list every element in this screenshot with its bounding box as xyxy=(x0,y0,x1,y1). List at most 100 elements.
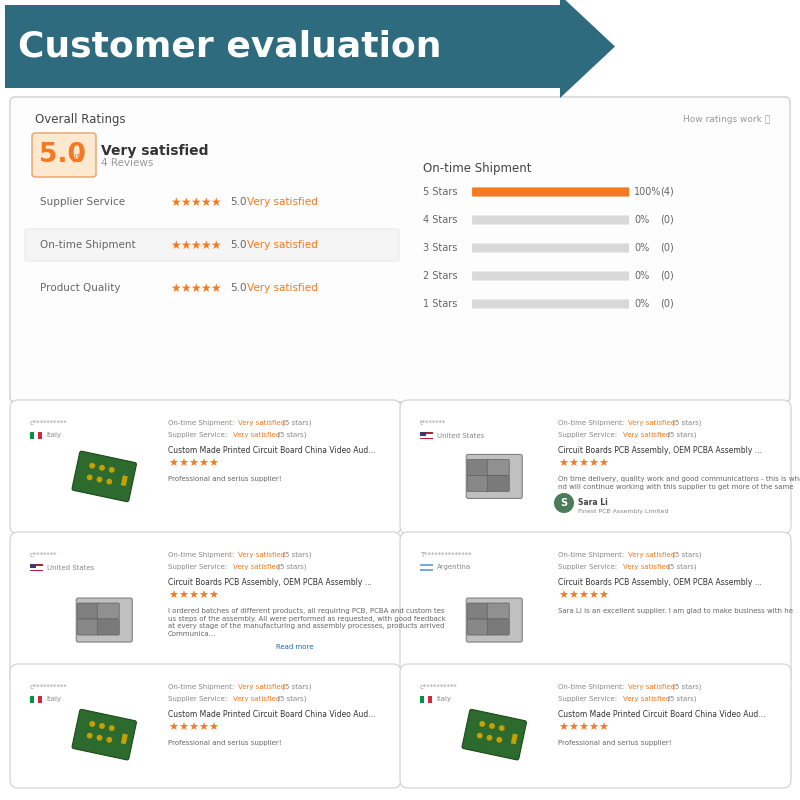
Bar xyxy=(424,696,428,703)
Text: Circuit Boards PCB Assembly, OEM PCBA Assembly ...: Circuit Boards PCB Assembly, OEM PCBA As… xyxy=(558,446,762,455)
Text: (4): (4) xyxy=(660,187,674,197)
Text: Italy: Italy xyxy=(436,697,451,702)
Text: Product Quality: Product Quality xyxy=(40,283,121,293)
Text: 5 Stars: 5 Stars xyxy=(423,187,458,197)
FancyBboxPatch shape xyxy=(98,619,119,635)
Text: (0): (0) xyxy=(660,243,674,253)
Text: Supplier Service:: Supplier Service: xyxy=(168,564,227,570)
Text: ★: ★ xyxy=(578,591,588,601)
Text: Supplier Service:: Supplier Service: xyxy=(168,432,227,438)
Text: Very satisfied: Very satisfied xyxy=(238,420,285,426)
Text: On-time Shipment:: On-time Shipment: xyxy=(168,420,234,426)
FancyBboxPatch shape xyxy=(487,603,510,619)
Text: Very satisfied: Very satisfied xyxy=(233,564,280,570)
Text: Finest PCB Assembly Limited: Finest PCB Assembly Limited xyxy=(578,509,669,514)
Text: (5 stars): (5 stars) xyxy=(670,420,702,426)
Text: Italy: Italy xyxy=(46,697,61,702)
FancyBboxPatch shape xyxy=(78,619,99,635)
Bar xyxy=(511,734,518,744)
Text: Professional and serius supplier!: Professional and serius supplier! xyxy=(168,740,282,746)
Text: Very satisfied: Very satisfied xyxy=(628,552,675,558)
Text: ★: ★ xyxy=(588,591,598,601)
Text: ★: ★ xyxy=(598,723,608,733)
Bar xyxy=(420,436,433,438)
Text: Supplier Service:: Supplier Service: xyxy=(168,696,227,702)
Circle shape xyxy=(100,466,104,470)
Text: On-time Shipment:: On-time Shipment: xyxy=(558,684,624,690)
FancyBboxPatch shape xyxy=(467,475,490,491)
Circle shape xyxy=(107,479,111,484)
Text: On-time Shipment: On-time Shipment xyxy=(40,240,136,250)
FancyBboxPatch shape xyxy=(472,187,629,197)
Text: ★: ★ xyxy=(558,459,568,469)
Circle shape xyxy=(87,734,92,738)
Text: Very satisfied: Very satisfied xyxy=(628,420,675,426)
Text: ★: ★ xyxy=(200,195,210,209)
Text: c**********: c********** xyxy=(30,684,68,690)
Text: Custom Made Printed Circuit Board China Video Aud...: Custom Made Printed Circuit Board China … xyxy=(168,710,375,719)
Bar xyxy=(121,734,128,744)
Text: Supplier Service:: Supplier Service: xyxy=(558,432,617,438)
Text: ★: ★ xyxy=(198,723,208,733)
Circle shape xyxy=(478,734,482,738)
Text: ★: ★ xyxy=(188,723,198,733)
Text: (5 stars): (5 stars) xyxy=(280,420,311,426)
Text: Professional and serius supplier!: Professional and serius supplier! xyxy=(168,476,282,482)
Text: ★: ★ xyxy=(578,459,588,469)
FancyBboxPatch shape xyxy=(467,459,490,475)
Text: Custom Made Printed Circuit Board China Video Aud...: Custom Made Printed Circuit Board China … xyxy=(558,710,766,719)
Text: ★: ★ xyxy=(210,282,221,294)
Text: Supplier Service: Supplier Service xyxy=(40,197,125,207)
Bar xyxy=(30,432,34,439)
Text: ★: ★ xyxy=(168,459,178,469)
Bar xyxy=(30,568,43,570)
Text: ★: ★ xyxy=(170,238,181,251)
Text: ★: ★ xyxy=(178,591,188,601)
Text: Read more: Read more xyxy=(276,644,314,650)
Text: ★: ★ xyxy=(180,238,190,251)
Bar xyxy=(34,696,38,703)
Bar xyxy=(420,564,433,571)
Bar xyxy=(420,434,433,436)
Bar xyxy=(30,696,34,703)
Circle shape xyxy=(87,475,92,480)
FancyBboxPatch shape xyxy=(472,271,629,281)
Text: 100%: 100% xyxy=(634,187,662,197)
FancyBboxPatch shape xyxy=(487,459,510,475)
Circle shape xyxy=(480,722,485,726)
Text: ★: ★ xyxy=(168,591,178,601)
Text: Very satisfied: Very satisfied xyxy=(628,684,675,690)
Text: ★: ★ xyxy=(210,238,221,251)
Text: ★: ★ xyxy=(180,282,190,294)
Bar xyxy=(30,564,43,571)
Text: (5 stars): (5 stars) xyxy=(665,696,697,702)
Text: (0): (0) xyxy=(660,299,674,309)
Text: ★: ★ xyxy=(178,723,188,733)
Bar xyxy=(420,432,426,436)
FancyBboxPatch shape xyxy=(98,603,119,619)
FancyBboxPatch shape xyxy=(467,619,490,635)
Text: Argentina: Argentina xyxy=(437,565,471,570)
Circle shape xyxy=(90,463,94,468)
FancyBboxPatch shape xyxy=(72,710,137,760)
Text: (5 stars): (5 stars) xyxy=(280,552,311,558)
Text: Circuit Boards PCB Assembly, OEM PCBA Assembly ...: Circuit Boards PCB Assembly, OEM PCBA As… xyxy=(168,578,372,587)
Text: ★: ★ xyxy=(200,238,210,251)
Text: Custom Made Printed Circuit Board China Video Aud...: Custom Made Printed Circuit Board China … xyxy=(168,446,375,455)
Text: (5 stars): (5 stars) xyxy=(665,564,697,570)
Bar xyxy=(38,432,42,439)
FancyBboxPatch shape xyxy=(487,475,510,491)
FancyBboxPatch shape xyxy=(472,243,629,253)
Text: ★: ★ xyxy=(568,459,578,469)
FancyBboxPatch shape xyxy=(78,603,99,619)
Text: Customer evaluation: Customer evaluation xyxy=(18,30,442,63)
FancyBboxPatch shape xyxy=(466,598,522,642)
Text: ★: ★ xyxy=(588,459,598,469)
Text: Sara Li: Sara Li xyxy=(578,498,608,507)
Circle shape xyxy=(110,468,114,472)
Text: On-time Shipment:: On-time Shipment: xyxy=(558,420,624,426)
Text: 3 Stars: 3 Stars xyxy=(423,243,458,253)
Circle shape xyxy=(497,738,502,742)
Text: United States: United States xyxy=(437,433,484,438)
Text: S: S xyxy=(561,498,567,508)
